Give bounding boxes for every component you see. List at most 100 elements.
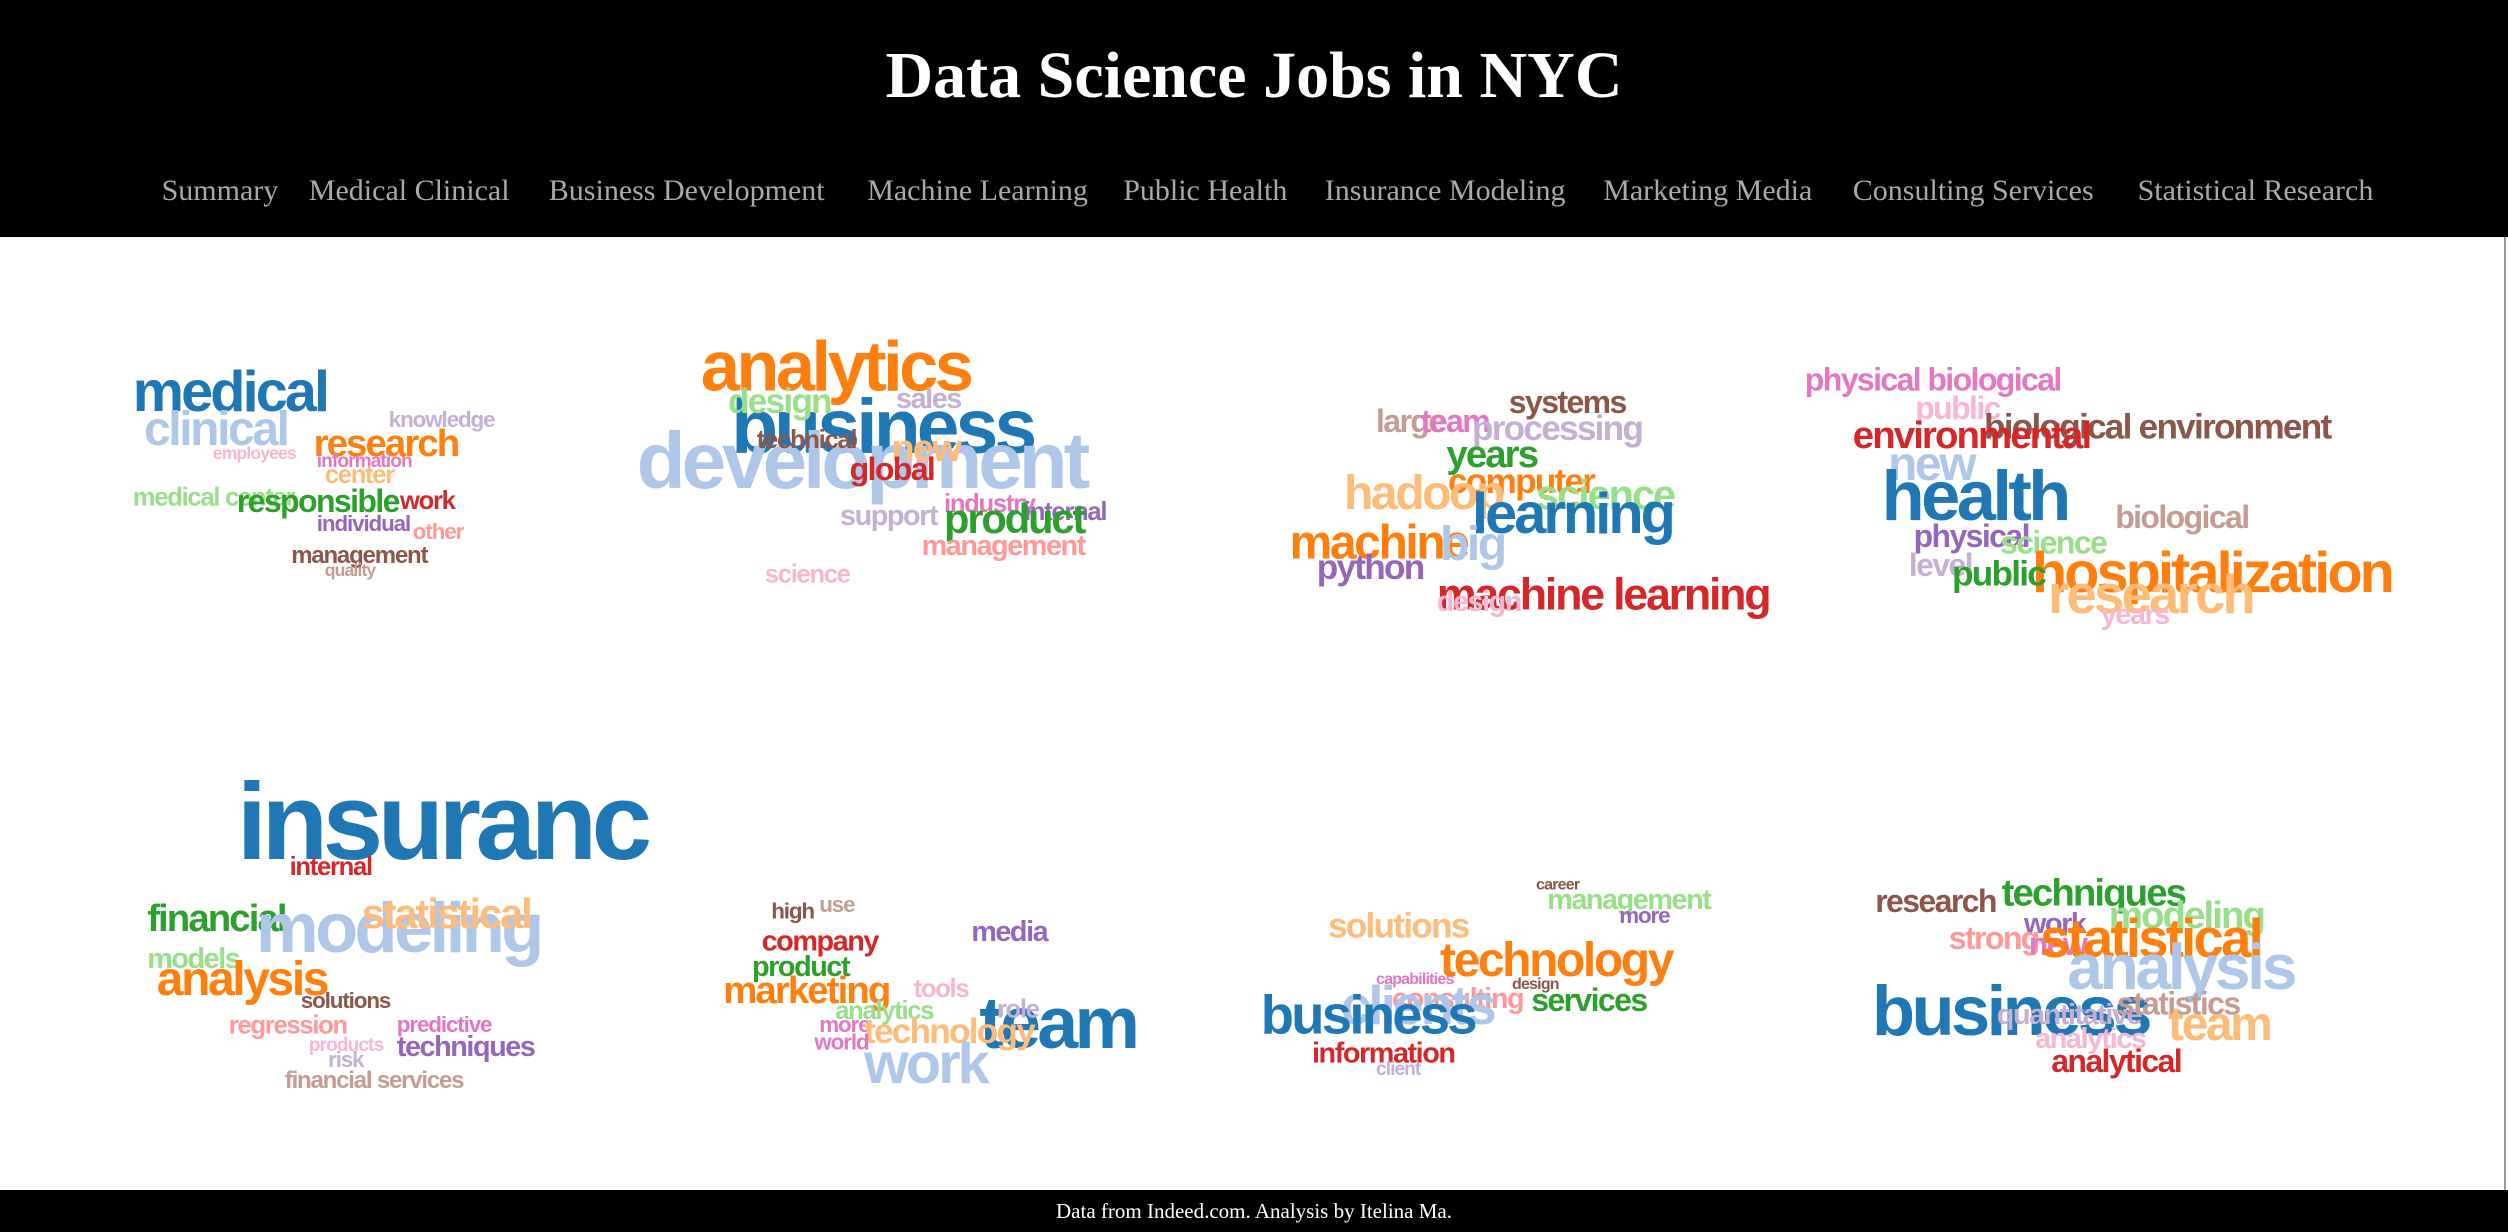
cloud-word: support: [840, 500, 939, 532]
cloud-word: techniques: [397, 1031, 535, 1063]
cloud-word: hospitalization: [2032, 541, 2392, 605]
cloud-word: technical: [757, 426, 857, 454]
cloud-word: media: [971, 916, 1049, 948]
page-title: Data Science Jobs in NYC: [885, 39, 1623, 112]
cloud-word: new: [891, 427, 962, 470]
cloud-word: world: [813, 1030, 869, 1055]
cloud-word: analytics: [835, 997, 934, 1025]
cloud-word: business: [1872, 971, 2150, 1050]
cloud-word: clients: [1341, 975, 1496, 1036]
cloud-word: regression: [229, 1012, 348, 1040]
cloud-word: years: [2101, 599, 2169, 631]
nav-link[interactable]: Statistical Research: [2137, 174, 2374, 207]
cloud-word: development: [637, 416, 1090, 505]
cloud-word: clinical: [144, 403, 288, 456]
nav-link[interactable]: Insurance Modeling: [1324, 174, 1566, 207]
cloud-word: quality: [325, 560, 377, 580]
cloud-word: analytics: [2035, 1023, 2146, 1055]
cloud-word: more: [819, 1012, 870, 1037]
cloud-word: marketing: [723, 969, 889, 1012]
cloud-word: team: [979, 981, 1136, 1064]
cloud-word: machine: [1290, 516, 1470, 569]
cloud-word: medical: [133, 360, 327, 424]
cloud-word: computer: [1448, 462, 1596, 501]
cloud-word: hadoop: [1344, 467, 1504, 520]
cloud-word: design: [728, 382, 831, 421]
nav-link[interactable]: Medical Clinical: [308, 174, 510, 207]
cloud-word: work: [863, 1032, 991, 1096]
cloud-word: research: [1875, 883, 1996, 919]
cloud-word: large: [1376, 403, 1445, 439]
cloud-word: statistical: [2040, 908, 2261, 969]
cloud-word: product: [944, 495, 1086, 542]
edge-line: [2504, 237, 2506, 1190]
cloud-word: use: [819, 892, 855, 917]
cloud-word: processing: [1472, 409, 1642, 448]
cloud-word: knowledge: [389, 407, 495, 432]
cloud-word: high: [771, 898, 814, 923]
cloud-word: services: [1531, 982, 1647, 1018]
cloud-word: employees: [213, 443, 297, 463]
cloud-word: client: [1376, 1059, 1422, 1080]
cloud-word: biological: [2115, 499, 2248, 535]
footer: Data from Indeed.com. Analysis by Itelin…: [0, 1190, 2508, 1232]
cloud-word: capabilities: [1376, 971, 1454, 988]
cloud-word: quantitative: [1997, 999, 2143, 1031]
cloud-word: information: [1312, 1037, 1455, 1069]
cloud-word: systems: [1509, 384, 1627, 420]
cloud-word: more: [1619, 903, 1670, 928]
cloud-word: predictive: [397, 1012, 492, 1037]
cloud-word: techniques: [2002, 872, 2186, 915]
header: Data Science Jobs in NYC Summary Medical …: [0, 0, 2508, 237]
nav-link[interactable]: Business Development: [548, 174, 825, 207]
nav-link[interactable]: Machine Learning: [867, 174, 1088, 207]
cloud-word: technology: [1440, 934, 1675, 987]
cloud-word: design: [1512, 976, 1559, 993]
cloud-word: biological environment: [1984, 407, 2332, 446]
cloud-word: science: [1536, 471, 1675, 518]
cloud-word: internal: [290, 853, 372, 881]
cloud-word: management: [291, 542, 428, 569]
cloud-word: new: [1888, 438, 1977, 491]
cloud-word: analysis: [2067, 931, 2295, 1003]
cloud-word: industry: [944, 490, 1037, 518]
cloud-word: management: [1547, 884, 1712, 916]
cloud-word: big: [1440, 518, 1505, 571]
cloud-word: learning: [1472, 482, 1673, 546]
cloud-word: business: [1261, 985, 1476, 1046]
nav-bar: Summary Medical Clinical Business Developm…: [0, 174, 2508, 214]
cloud-word: science: [765, 560, 851, 588]
cloud-word: models: [147, 943, 240, 975]
cloud-word: physical: [1914, 518, 2029, 554]
cloud-word: product: [752, 951, 851, 983]
cloud-word: consulting: [1392, 983, 1523, 1015]
cloud-word: public: [1915, 390, 2000, 426]
nav-link[interactable]: Summary: [161, 174, 279, 207]
cloud-word: internal: [1024, 498, 1106, 526]
nav-link[interactable]: Consulting Services: [1852, 174, 2094, 207]
nav-link[interactable]: Public Health: [1123, 174, 1288, 207]
cloud-word: modeling: [2109, 894, 2264, 937]
cloud-word: career: [1536, 877, 1580, 894]
cloud-word: responsible: [237, 483, 400, 519]
cloud-word: role: [997, 996, 1040, 1024]
cloud-word: team: [1421, 403, 1489, 439]
cloud-word: financial: [147, 897, 285, 940]
cloud-word: analytics: [701, 326, 972, 405]
cloud-word: health: [1882, 456, 2068, 535]
cloud-word: physical biological: [1805, 361, 2061, 397]
cloud-word: sales: [896, 383, 961, 415]
cloud-word: design: [1437, 586, 1521, 618]
cloud-word: risk: [328, 1047, 365, 1072]
cloud-word: statistical: [362, 890, 531, 937]
cloud-word: statistics: [2117, 985, 2241, 1021]
cloud-word: environmental: [1853, 414, 2090, 457]
nav-link[interactable]: Marketing Media: [1603, 174, 1813, 207]
cloud-word: tools: [914, 975, 970, 1003]
cloud-word: information: [317, 451, 412, 472]
cloud-word: level: [1909, 547, 1972, 583]
cloud-word: products: [309, 1035, 384, 1056]
cloud-word: solutions: [301, 988, 391, 1013]
